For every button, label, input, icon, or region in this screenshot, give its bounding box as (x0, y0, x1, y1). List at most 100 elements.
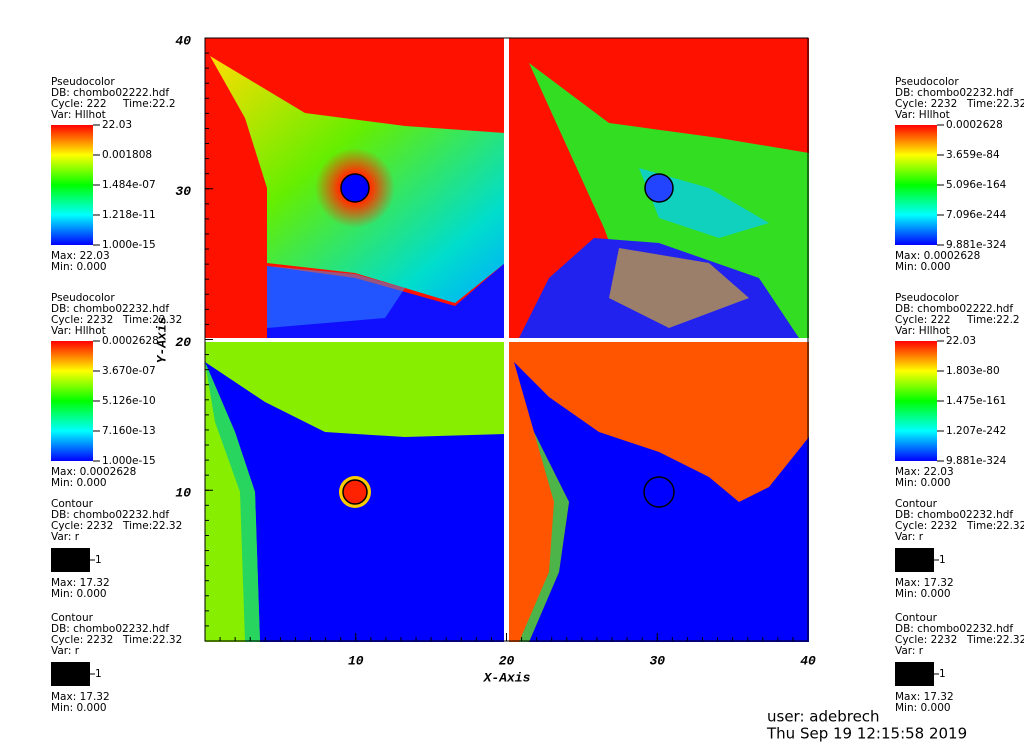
legend-tick-label: 1 (939, 668, 946, 680)
legend-time: Time:22.32 (966, 98, 1024, 110)
y-tick-label: 20 (175, 335, 191, 350)
legend-plot: Contour (895, 612, 938, 624)
legend-tick-label: 7.160e-13 (102, 425, 156, 437)
legend-tick-label: 1.000e-15 (102, 455, 156, 467)
legend-tick-label: 1.484e-07 (102, 179, 156, 191)
quadrant-bottom-right (509, 342, 809, 642)
legend-cycle: Cycle: 222 (895, 314, 951, 326)
legend-min: Min: 0.000 (51, 477, 107, 489)
legend-var: Var: Hllhot (895, 325, 950, 337)
legend-max: Max: 17.32 (895, 691, 954, 703)
color-bar (895, 341, 937, 461)
x-tick-label: 40 (800, 653, 816, 668)
legend-cycle: Cycle: 2232 (895, 634, 957, 646)
legend-db: DB: chombo02232.hdf (51, 303, 169, 315)
legend-tick-label: 9.881e-324 (946, 455, 1007, 467)
legend-cycle: Cycle: 2232 (51, 314, 113, 326)
contour-swatch (895, 662, 934, 686)
legend-tick-label: 22.03 (102, 119, 132, 131)
legend-db: DB: chombo02232.hdf (51, 623, 169, 635)
legend-max: Max: 0.0002628 (895, 250, 980, 262)
x-tick-label: 30 (649, 653, 665, 668)
x-tick-label: 10 (348, 653, 364, 668)
legend-min: Min: 0.000 (51, 702, 107, 714)
legend-plot: Contour (895, 498, 938, 510)
quadrant-bottom-left (205, 342, 505, 642)
legend-db: DB: chombo02232.hdf (895, 87, 1013, 99)
legend-plot: Contour (51, 498, 94, 510)
color-bar (51, 125, 93, 245)
legend-time: Time:22.32 (966, 634, 1024, 646)
legend-tick-label: 1 (95, 554, 102, 566)
contour-swatch (51, 548, 90, 572)
legend-var: Var: r (895, 645, 924, 657)
legend-cycle: Cycle: 2232 (51, 634, 113, 646)
legend-max: Max: 0.0002628 (51, 466, 136, 478)
legend-tick-label: 1.207e-242 (946, 425, 1006, 437)
legend-cycle: Cycle: 2232 (51, 520, 113, 532)
legend-plot: Contour (51, 612, 94, 624)
legend-tick-label: 9.881e-324 (946, 239, 1007, 251)
legend-tick-label: 1 (939, 554, 946, 566)
legend-var: Var: Hllhot (51, 109, 106, 121)
legend-tick-label: 3.659e-84 (946, 149, 1000, 161)
legend-tick-label: 22.03 (946, 335, 976, 347)
quadrant-top-right (509, 38, 809, 338)
x-tick-label: 20 (499, 653, 515, 668)
legend-min: Min: 0.000 (895, 702, 951, 714)
legend-time: Time:22.32 (122, 634, 182, 646)
legend-min: Min: 0.000 (895, 261, 951, 273)
legend-tick-label: 5.096e-164 (946, 179, 1007, 191)
legend-var: Var: Hllhot (895, 109, 950, 121)
legend-db: DB: chombo02232.hdf (895, 509, 1013, 521)
legend-tick-label: 3.670e-07 (102, 365, 156, 377)
legend-min: Min: 0.000 (895, 477, 951, 489)
legend-tick-label: 1.000e-15 (102, 239, 156, 251)
legend-max: Max: 22.03 (51, 250, 110, 262)
legend-plot: Pseudocolor (51, 292, 115, 304)
legend-tick-label: 1 (95, 668, 102, 680)
legend-var: Var: r (51, 531, 80, 543)
contour-swatch (895, 548, 934, 572)
legend-db: DB: chombo02232.hdf (895, 623, 1013, 635)
legend-min: Min: 0.000 (51, 588, 107, 600)
legend-time: Time:22.32 (122, 314, 182, 326)
legend-min: Min: 0.000 (895, 588, 951, 600)
legend-time: Time:22.2 (122, 98, 176, 110)
legend-tick-label: 1.803e-80 (946, 365, 1000, 377)
legend-cycle: Cycle: 2232 (895, 98, 957, 110)
legend-max: Max: 17.32 (51, 691, 110, 703)
legend-cycle: Cycle: 222 (51, 98, 107, 110)
legend-db: DB: chombo02222.hdf (895, 303, 1013, 315)
legend-cycle: Cycle: 2232 (895, 520, 957, 532)
legend-max: Max: 17.32 (51, 577, 110, 589)
legend-db: DB: chombo02222.hdf (51, 87, 169, 99)
legend-time: Time:22.32 (122, 520, 182, 532)
legend-max: Max: 22.03 (895, 466, 954, 478)
legend-var: Var: r (51, 645, 80, 657)
legend-time: Time:22.32 (966, 520, 1024, 532)
plot-area (204, 37, 809, 642)
user-label: user: adebrech (767, 708, 880, 726)
legend-plot: Pseudocolor (51, 76, 115, 88)
legend-var: Var: r (895, 531, 924, 543)
legend-tick-label: 7.096e-244 (946, 209, 1007, 221)
y-axis-title: Y-Axis (154, 316, 169, 363)
legend-tick-label: 5.126e-10 (102, 395, 156, 407)
legend-tick-label: 0.001808 (102, 149, 152, 161)
legend-tick-label: 1.475e-161 (946, 395, 1006, 407)
x-axis-title: X-Axis (483, 670, 531, 685)
legend-plot: Pseudocolor (895, 292, 959, 304)
legend-var: Var: Hllhot (51, 325, 106, 337)
y-tick-label: 40 (175, 33, 191, 48)
y-tick-label: 10 (175, 486, 191, 501)
legend-tick-label: 0.0002628 (946, 119, 1003, 131)
legend-max: Max: 17.32 (895, 577, 954, 589)
quadrant-top-left (205, 38, 505, 338)
legend-min: Min: 0.000 (51, 261, 107, 273)
legend-time: Time:22.2 (966, 314, 1020, 326)
color-bar (51, 341, 93, 461)
legend-tick-label: 1.218e-11 (102, 209, 156, 221)
contour-swatch (51, 662, 90, 686)
